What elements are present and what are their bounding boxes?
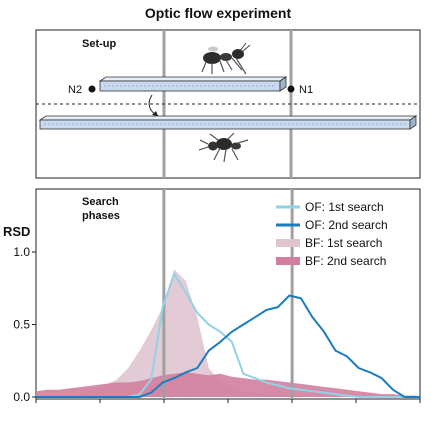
y-tick-label: 0.5 (13, 318, 30, 332)
y-axis-label: RSD (3, 224, 30, 239)
legend-label: OF: 2nd search (305, 218, 388, 232)
search-panel: Search phases RSD 0.0 0.5 1.0 OF: 1st sear… (3, 188, 421, 404)
legend-label: BF: 1st search (305, 236, 382, 250)
line-of-2nd-search (36, 294, 420, 398)
legend-label: BF: 2nd search (305, 254, 386, 268)
legend-label: OF: 1st search (305, 200, 384, 214)
area-bf-1st-search (36, 269, 420, 397)
setup-label: Set-up (82, 38, 117, 50)
ant-upper-icon (201, 42, 251, 75)
setup-panel: Set-up N2 N1 (35, 29, 421, 179)
y-axis-ticks: 0.0 0.5 1.0 (13, 245, 36, 404)
legend: OF: 1st search OF: 2nd search BF: 1st sear… (276, 200, 388, 268)
area-bf-2nd-search (36, 372, 420, 397)
y-tick-label: 1.0 (13, 245, 30, 259)
ant-lower-icon (198, 132, 249, 163)
figure-title: Optic flow experiment (145, 5, 292, 21)
line-series (36, 272, 420, 398)
node-n2-marker (88, 85, 96, 93)
rotation-arrow-head-icon (152, 111, 158, 116)
legend-swatch (276, 257, 300, 265)
x-axis-ticks (35, 399, 421, 403)
node-n1-label: N1 (299, 84, 313, 96)
node-n1-marker (287, 85, 295, 93)
area-series (36, 269, 420, 397)
y-tick-label: 0.0 (13, 390, 30, 404)
setup-short-bar (98, 76, 288, 92)
node-n2-label: N2 (68, 84, 82, 96)
search-panel-label: Search phases (82, 196, 122, 222)
setup-long-bar (38, 115, 418, 130)
legend-swatch (276, 239, 300, 247)
